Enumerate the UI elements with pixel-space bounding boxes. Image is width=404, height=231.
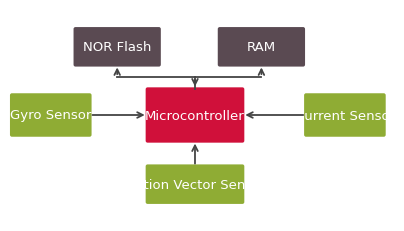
Text: Gyro Sensor: Gyro Sensor — [10, 109, 91, 122]
Text: Motion Vector Sensor: Motion Vector Sensor — [124, 178, 266, 191]
FancyBboxPatch shape — [74, 28, 161, 67]
FancyBboxPatch shape — [146, 88, 244, 143]
Text: RAM: RAM — [247, 41, 276, 54]
Text: Current Sensor: Current Sensor — [295, 109, 395, 122]
Text: Microcontroller: Microcontroller — [145, 109, 245, 122]
FancyBboxPatch shape — [10, 94, 92, 137]
FancyBboxPatch shape — [218, 28, 305, 67]
FancyBboxPatch shape — [304, 94, 386, 137]
FancyBboxPatch shape — [146, 165, 244, 204]
Text: NOR Flash: NOR Flash — [83, 41, 152, 54]
